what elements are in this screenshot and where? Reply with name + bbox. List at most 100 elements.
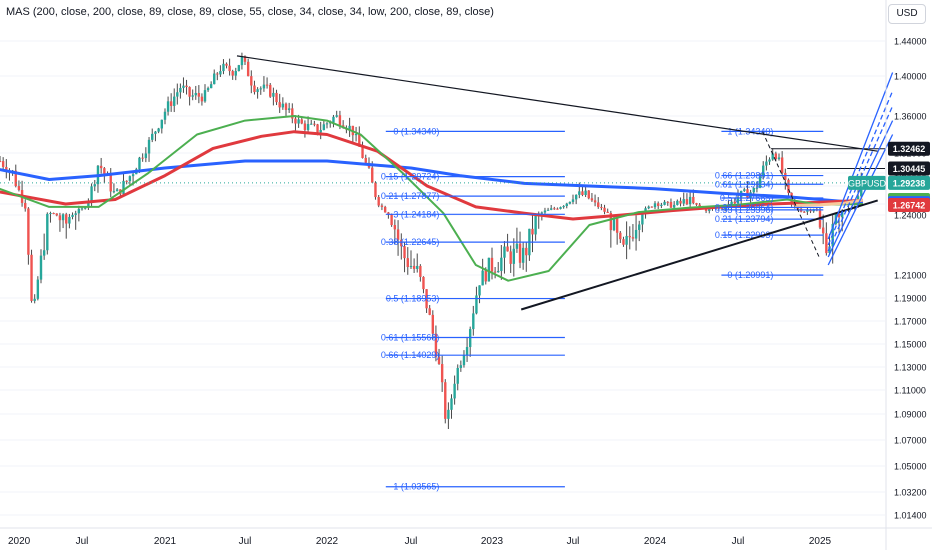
candle-body <box>603 207 606 212</box>
fib-level-label: 0.66 (1.29801) <box>715 171 774 181</box>
trendline[interactable] <box>236 55 878 152</box>
x-tick-label: 2023 <box>481 536 504 547</box>
candle-body <box>531 228 534 235</box>
candle-body <box>24 202 27 209</box>
candle-body <box>294 118 297 124</box>
candle-body <box>422 276 425 290</box>
candle-body <box>606 211 609 213</box>
candle-body <box>493 271 497 273</box>
candle-body <box>74 213 77 215</box>
y-tick-label: 1.36000 <box>894 112 927 122</box>
candle-body <box>179 87 182 93</box>
price-label[interactable]: 1.30445 <box>893 164 926 174</box>
plot-area[interactable]: 0 (1.34340) 0.15 (1.29724) 0.21 (1.27877) 3… <box>0 52 894 492</box>
moving-average-1[interactable] <box>0 159 864 205</box>
candle-body <box>571 199 575 202</box>
candle-body <box>77 208 81 214</box>
channel-line[interactable] <box>827 105 894 252</box>
price-axis[interactable]: 1.440001.400001.360001.320001.300001.290… <box>885 0 930 550</box>
price-label[interactable]: 1.32462 <box>893 144 926 154</box>
candle-body <box>157 128 160 132</box>
candle-body <box>568 201 572 204</box>
candle-body <box>509 251 512 264</box>
candle-body <box>122 180 125 194</box>
y-tick-label: 1.07000 <box>894 436 927 446</box>
candle-body <box>213 73 216 85</box>
y-tick-label: 1.17000 <box>894 317 927 327</box>
fib-level-label: 0 (1.20991) <box>727 270 773 280</box>
candle-body <box>503 246 506 258</box>
candle-body <box>364 157 367 163</box>
price-label[interactable]: 1.29238 <box>893 178 926 188</box>
fib-level-label: 0.38 (1.22645) <box>381 237 440 247</box>
price-label-bg <box>888 141 930 156</box>
candle-body <box>549 208 553 210</box>
channel-line[interactable] <box>827 90 894 246</box>
candle-body <box>272 92 275 97</box>
fib-level-label: 1 (1.03565) <box>393 482 439 492</box>
candle-body <box>219 71 222 75</box>
time-axis[interactable]: 2020 Jul 2021 Jul 2022 Jul 2023 Jul 2024 Jul 2025 <box>0 527 932 547</box>
y-tick-label: 1.05000 <box>894 462 927 472</box>
candle-body <box>500 257 503 271</box>
candle-body <box>377 197 380 206</box>
candle-body <box>275 92 278 103</box>
candle-body <box>209 84 213 89</box>
candle-body <box>518 243 522 263</box>
fib-set-2[interactable]: 1 (1.34340) 0.66 (1.29801)0.61 (1.29134) 0… <box>715 126 824 280</box>
candle-body <box>704 208 708 211</box>
candle-body <box>182 85 185 88</box>
candle-body <box>484 270 487 282</box>
channel-line[interactable] <box>827 134 894 266</box>
candle-body <box>692 196 695 204</box>
candle-body <box>231 71 234 76</box>
trendline[interactable] <box>762 131 821 260</box>
candle-body <box>743 189 746 191</box>
candle-body <box>559 207 562 209</box>
candle-body <box>313 123 316 125</box>
fib-level-label: 0.38 (1.26064) <box>715 202 774 212</box>
fib-set-1[interactable]: 0 (1.34340) 0.15 (1.29724) 0.21 (1.27877) 3… <box>381 126 565 492</box>
candle-body <box>371 167 374 183</box>
candle-body <box>758 176 762 188</box>
fib-level-label: 0.15 (1.22993) <box>715 230 774 240</box>
candle-body <box>682 199 685 204</box>
moving-average-3[interactable] <box>0 115 863 282</box>
x-tick-label: Jul <box>567 536 580 547</box>
candle-body <box>755 187 759 189</box>
candle-body <box>138 157 141 170</box>
candle-body <box>481 270 484 286</box>
candle-body <box>403 246 406 259</box>
channel-line[interactable] <box>827 72 894 240</box>
candle-body <box>521 247 525 263</box>
y-tick-label: 1.19000 <box>894 294 927 304</box>
candle-body <box>240 56 244 66</box>
candle-body <box>768 159 771 162</box>
candle-body <box>774 153 778 160</box>
candle-body <box>412 265 416 269</box>
candle-body <box>622 239 625 245</box>
x-tick-label: 2024 <box>644 536 667 547</box>
candle-body <box>803 211 806 213</box>
candle-body <box>656 203 660 206</box>
trendline[interactable] <box>520 199 878 311</box>
fib-level-label: 0.33 (1.25396) <box>715 205 774 215</box>
candle-body <box>578 191 581 195</box>
currency-selector[interactable]: USD <box>888 4 926 24</box>
candle-body <box>144 153 148 159</box>
y-tick-label: 1.40000 <box>894 72 927 82</box>
candle-body <box>36 279 40 299</box>
candle-body <box>431 314 435 334</box>
candle-body <box>597 202 600 207</box>
indicator-legend[interactable]: MAS (200, close, 200, close, 89, close, … <box>6 6 494 18</box>
candle-body <box>281 103 285 108</box>
candle-body <box>736 197 740 204</box>
candle-body <box>222 63 225 72</box>
candle-body <box>169 101 173 106</box>
fib-level-label: 0.61 (1.29134) <box>715 179 774 189</box>
candle-body <box>243 56 247 62</box>
price-label[interactable]: 1.26742 <box>893 200 926 210</box>
candle-body <box>253 85 256 93</box>
candle-body <box>440 364 444 383</box>
